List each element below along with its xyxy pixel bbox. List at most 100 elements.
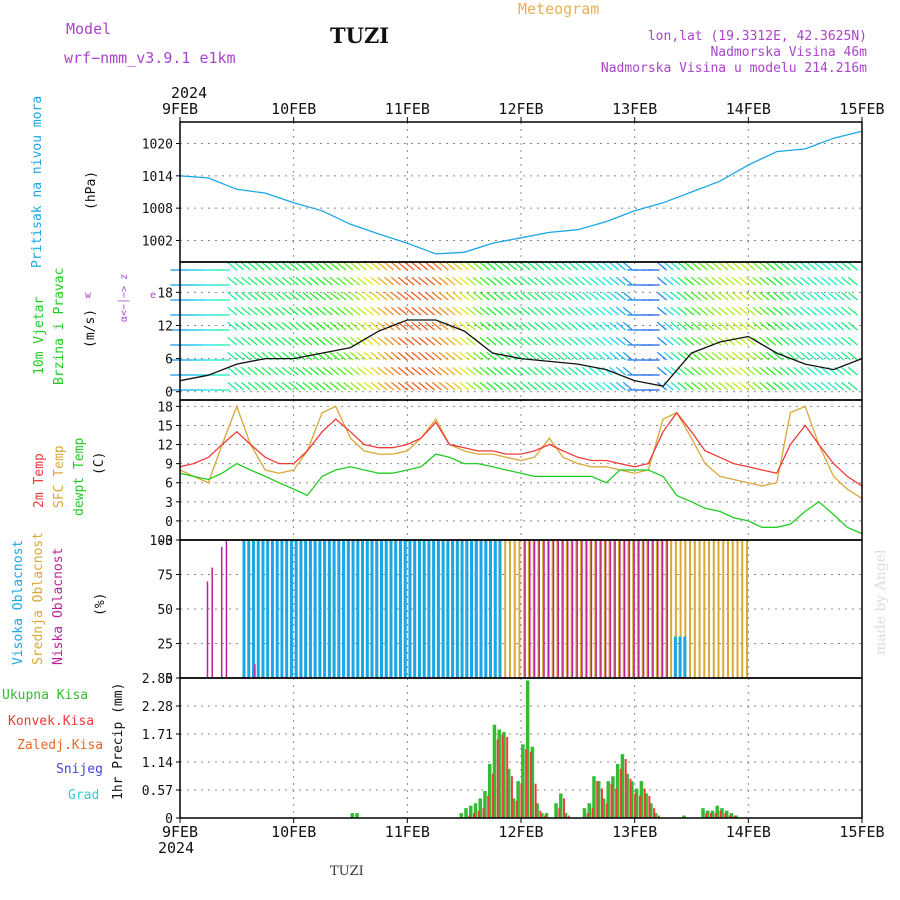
wind-barb bbox=[479, 366, 490, 376]
wind-barb bbox=[793, 276, 804, 286]
wind-barb bbox=[800, 306, 811, 316]
high-cloud-bar bbox=[678, 636, 682, 678]
wind-barb bbox=[459, 336, 470, 346]
wind-barb bbox=[595, 291, 606, 301]
wind-barb bbox=[500, 381, 511, 391]
wind-barb bbox=[575, 261, 586, 271]
wind-barb bbox=[793, 351, 804, 361]
wind-barb bbox=[288, 261, 299, 271]
rain-total-bar bbox=[705, 810, 710, 818]
wind-barb bbox=[397, 351, 408, 361]
wind-barb bbox=[479, 261, 490, 271]
wind-barb bbox=[718, 291, 729, 301]
wind-barb bbox=[615, 261, 626, 271]
wind-barb bbox=[554, 381, 565, 391]
wind-barb bbox=[274, 306, 285, 316]
wind-barb bbox=[445, 261, 456, 271]
wind-barb bbox=[800, 381, 811, 391]
rain-conv-bar bbox=[567, 815, 570, 818]
low-cloud-bar bbox=[529, 540, 531, 678]
x-tick-label-bottom: 9FEB bbox=[162, 823, 198, 841]
wind-barb bbox=[493, 381, 504, 391]
wind-barb bbox=[711, 261, 722, 271]
wind-barb bbox=[472, 321, 483, 331]
wind-barb bbox=[534, 276, 545, 286]
wind-barb bbox=[772, 306, 783, 316]
wind-barb bbox=[670, 321, 681, 331]
mid-cloud-bar bbox=[622, 540, 625, 678]
mid-cloud-bar bbox=[513, 540, 516, 678]
wind-barb bbox=[656, 261, 667, 271]
wind-barb bbox=[309, 336, 320, 346]
low-cloud-bar bbox=[642, 540, 645, 678]
rain-total-bar bbox=[649, 803, 653, 818]
wind-barb bbox=[370, 276, 381, 286]
wind-barb bbox=[731, 336, 742, 346]
rain-total-bar bbox=[459, 813, 464, 818]
y-tick-label: 0 bbox=[165, 672, 173, 687]
wind-barb bbox=[465, 321, 476, 331]
wind-barb bbox=[793, 336, 804, 346]
wind-barb bbox=[254, 306, 265, 316]
wind-barb bbox=[329, 321, 340, 331]
wind-barb bbox=[588, 306, 599, 316]
rain-total-bar bbox=[596, 781, 601, 818]
wind-compass-e: e bbox=[150, 290, 156, 301]
wind-barb bbox=[581, 291, 592, 301]
wind-barb bbox=[738, 276, 749, 286]
wind-barb bbox=[431, 276, 442, 286]
x-tick-label-bottom: 15FEB bbox=[839, 823, 884, 841]
wind-barb bbox=[465, 351, 476, 361]
low-cloud-bar bbox=[552, 540, 555, 678]
cloud-unit: (%) bbox=[93, 593, 108, 616]
wind-barb bbox=[418, 336, 429, 346]
wind-barb bbox=[609, 336, 620, 346]
wind-barb bbox=[534, 381, 545, 391]
wind-barb bbox=[350, 261, 360, 271]
wind-barb bbox=[520, 276, 531, 286]
wind-barb bbox=[766, 321, 776, 331]
wind-barb bbox=[772, 381, 783, 391]
low-cloud-bar bbox=[538, 540, 541, 678]
wind-barb bbox=[704, 336, 715, 346]
wind-barb bbox=[752, 321, 763, 331]
rain-total-bar bbox=[516, 781, 520, 818]
wind-barb bbox=[656, 321, 667, 331]
wind-barb bbox=[520, 366, 531, 376]
y-tick-label: 18 bbox=[157, 400, 173, 415]
wind-barb bbox=[691, 306, 701, 316]
high-cloud-bar bbox=[270, 540, 274, 678]
wind-barb bbox=[663, 261, 674, 271]
mid-cloud-bar bbox=[542, 540, 545, 678]
temp-unit: (C) bbox=[92, 452, 107, 475]
wind-barb bbox=[534, 291, 545, 301]
wind-barb bbox=[745, 291, 756, 301]
y-tick-label: 1002 bbox=[142, 234, 173, 249]
wind-barb bbox=[288, 306, 299, 316]
wind-barb bbox=[766, 351, 776, 361]
wind-barb bbox=[329, 366, 340, 376]
wind-barb bbox=[738, 321, 749, 331]
wind-barb bbox=[670, 381, 681, 391]
wind-barb bbox=[274, 261, 285, 271]
high-cloud-bar bbox=[427, 540, 431, 678]
wind-barb bbox=[554, 321, 565, 331]
wind-barb bbox=[752, 306, 763, 316]
wind-barb bbox=[697, 351, 708, 361]
wind-barb bbox=[425, 321, 435, 331]
wind-barb bbox=[827, 381, 838, 391]
high-cloud-bar bbox=[370, 540, 374, 678]
wind-barb bbox=[847, 336, 858, 346]
wind-barb bbox=[759, 261, 770, 271]
high-cloud-bar bbox=[474, 540, 478, 678]
wind-barb bbox=[472, 306, 483, 316]
wind-barb bbox=[779, 381, 790, 391]
wind-barb bbox=[820, 381, 831, 391]
mid-cloud-bar bbox=[717, 540, 720, 678]
wind-barb bbox=[738, 261, 749, 271]
wind-barb bbox=[704, 261, 715, 271]
wind-barb bbox=[622, 306, 633, 316]
wind-barb bbox=[411, 366, 422, 376]
wind-barb bbox=[445, 336, 456, 346]
wind-barb bbox=[452, 276, 463, 286]
